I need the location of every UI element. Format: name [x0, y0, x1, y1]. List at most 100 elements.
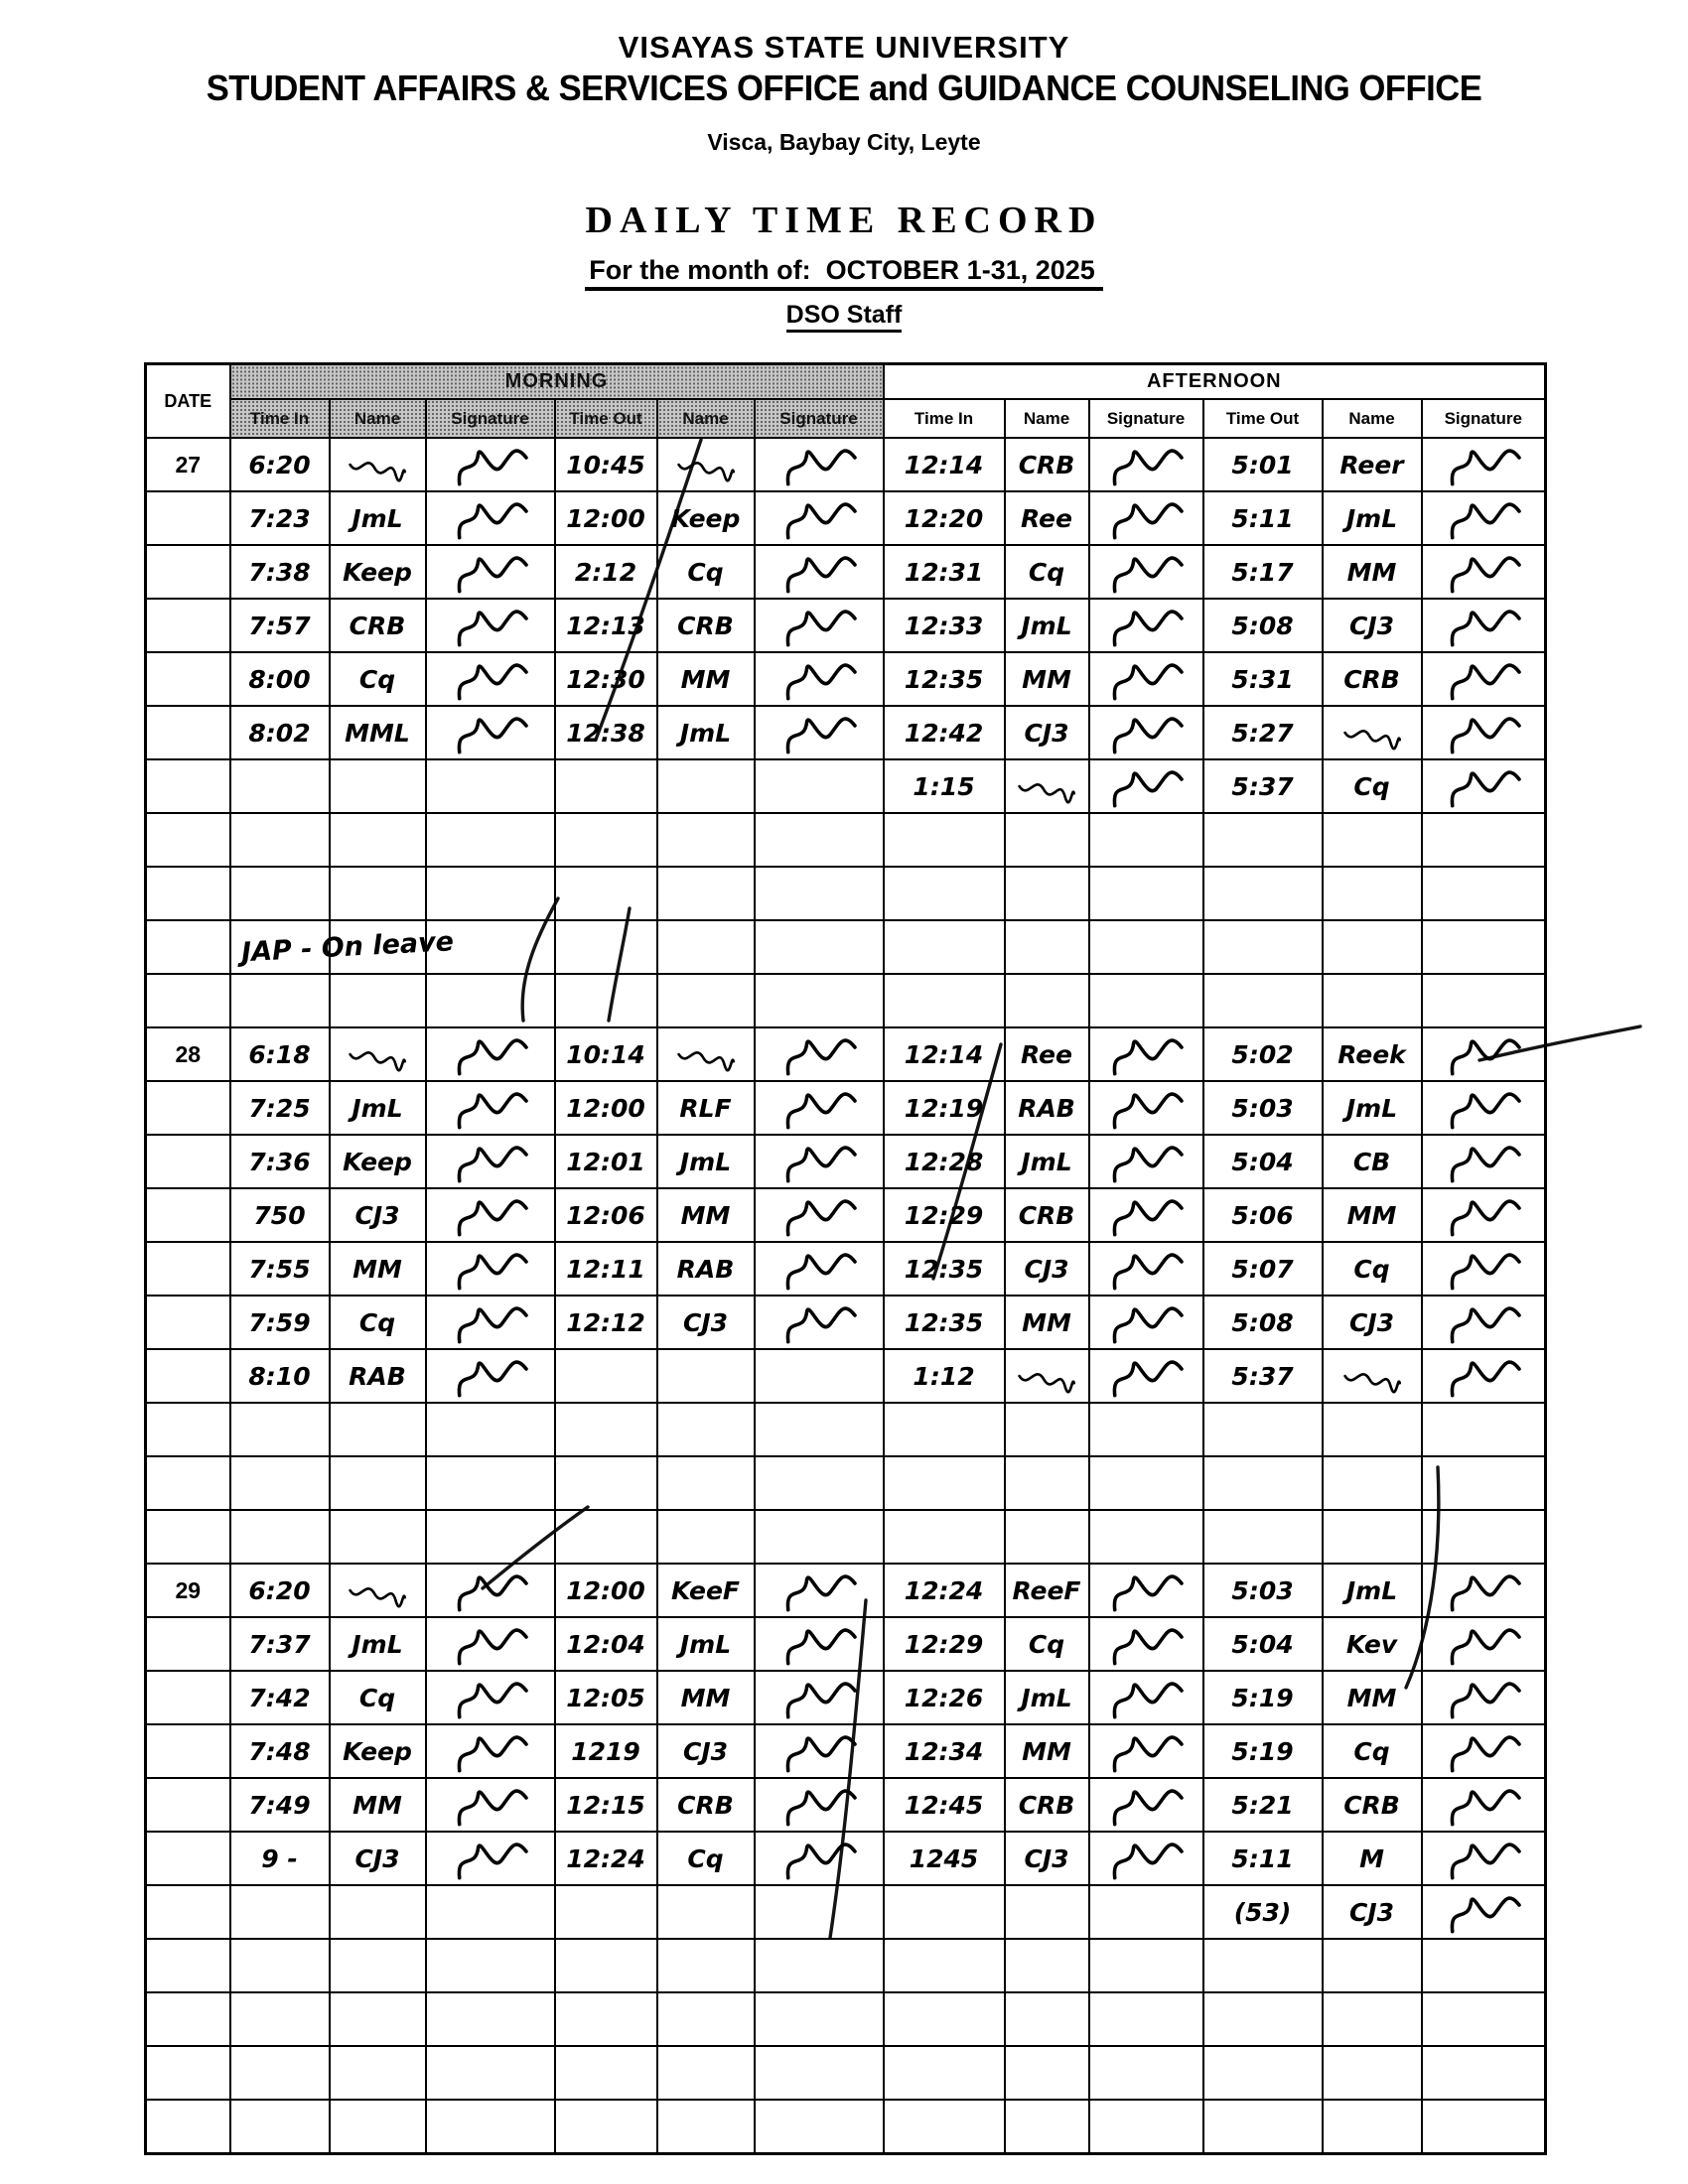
signature-scribble	[785, 556, 857, 594]
afternoon-signature-cell	[1420, 1295, 1547, 1350]
afternoon-name-cell	[1003, 866, 1090, 921]
staff-group-label: DSO Staff	[0, 301, 1688, 333]
date-column-header: DATE	[144, 362, 231, 439]
afternoon-signature-cell	[1087, 1884, 1204, 1940]
date-cell	[144, 1134, 231, 1189]
date-cell	[144, 973, 231, 1028]
afternoon-signature-cell	[1420, 1348, 1547, 1404]
signature-scribble	[457, 449, 528, 486]
morning-time-in-cell: 7:59	[228, 1295, 331, 1350]
signature-scribble	[1450, 502, 1521, 540]
afternoon-signature-cell	[1420, 2045, 1547, 2101]
handwritten-entry: KeeF	[671, 1575, 740, 1605]
morning-signature-cell	[753, 1670, 885, 1725]
morning-time-in-cell: 7:23	[228, 490, 331, 546]
handwritten-entry: Cq	[1353, 1736, 1390, 1766]
afternoon-name-cell: Reer	[1321, 437, 1423, 492]
afternoon-section-header: AFTERNOON	[882, 362, 1547, 400]
handwritten-entry: JmL	[679, 1629, 732, 1659]
afternoon-name-cell	[1003, 2099, 1090, 2155]
afternoon-signature-cell	[1087, 705, 1204, 760]
dtr-row: 1:15 5:37 Cq	[144, 758, 1547, 814]
afternoon-name-cell	[1321, 866, 1423, 921]
handwritten-entry: 7:42	[248, 1683, 311, 1712]
morning-name-cell: Keep	[328, 1134, 427, 1189]
signature-scribble	[785, 1146, 857, 1183]
morning-name-cell	[655, 1991, 756, 2047]
morning-name-cell: JmL	[655, 705, 756, 760]
afternoon-signature-cell	[1420, 1616, 1547, 1672]
afternoon-time-in-cell	[882, 2099, 1006, 2155]
signature-scribble	[1450, 663, 1521, 701]
morning-time-in-cell: 7:38	[228, 544, 331, 600]
handwritten-entry: JmL	[352, 1629, 403, 1659]
date-cell	[144, 1616, 231, 1672]
afternoon-signature-cell	[1087, 1187, 1204, 1243]
afternoon-signature-cell	[1420, 1938, 1547, 1993]
afternoon-name-cell	[1321, 812, 1423, 868]
afternoon-signature-cell	[1087, 1831, 1204, 1886]
afternoon-signature-cell	[1087, 1134, 1204, 1189]
morning-signature-cell	[424, 651, 556, 707]
afternoon-time-in-cell: 12:35	[882, 1241, 1006, 1297]
afternoon-name-cell	[1321, 919, 1423, 975]
afternoon-name-cell: MM	[1321, 1670, 1423, 1725]
date-cell	[144, 919, 231, 975]
morning-time-out-cell: 12:05	[553, 1670, 658, 1725]
handwritten-entry: 1:12	[913, 1361, 975, 1391]
afternoon-signature-cell	[1420, 1402, 1547, 1457]
morning-signature-cell	[753, 1884, 885, 1940]
handwritten-entry: 7:36	[248, 1147, 311, 1176]
morning-time-out-cell	[553, 866, 658, 921]
dtr-row: 7:38 Keep 2:12 Cq 12:31 Cq 5:17 MM	[144, 544, 1547, 600]
afternoon-time-in-cell: 12:24	[882, 1563, 1006, 1618]
handwritten-entry: 12:00	[566, 1575, 645, 1605]
morning-name-cell: Cq	[328, 651, 427, 707]
signature-scribble	[785, 1306, 857, 1344]
afternoon-time-in-cell: 12:34	[882, 1723, 1006, 1779]
afternoon-time-out-cell	[1201, 1402, 1324, 1457]
dtr-row: 7:23 JmL 12:00 Keep 12:20 Ree 5:11 JmL	[144, 490, 1547, 546]
morning-signature-cell	[424, 1563, 556, 1618]
handwritten-entry: CRB	[1343, 664, 1400, 694]
morning-signature-cell	[753, 758, 885, 814]
signature-scribble	[785, 502, 857, 540]
morning-name-cell	[655, 1402, 756, 1457]
morning-name-cell	[655, 866, 756, 921]
date-cell	[144, 490, 231, 546]
morning-signature-cell	[753, 2099, 885, 2155]
section-header-row: DATE MORNING AFTERNOON	[144, 362, 1547, 439]
handwritten-entry: 8:10	[248, 1361, 311, 1391]
signature-scribble	[1112, 1253, 1184, 1291]
handwritten-entry: CJ3	[682, 1307, 729, 1337]
handwritten-entry: MML	[345, 718, 410, 748]
morning-signature-cell	[753, 1831, 885, 1886]
afternoon-name-cell: JmL	[1003, 598, 1090, 653]
handwritten-entry: CRB	[677, 611, 734, 640]
signature-scribble	[457, 1038, 528, 1076]
morning-signature-cell	[424, 1831, 556, 1886]
afternoon-signature-cell	[1420, 1991, 1547, 2047]
afternoon-name-cell: CJ3	[1321, 1884, 1423, 1940]
afternoon-signature-cell	[1420, 919, 1547, 975]
morning-name-cell	[328, 2045, 427, 2101]
signature-scribble	[785, 1574, 857, 1612]
signature-scribble	[1112, 717, 1184, 754]
afternoon-time-out-cell	[1201, 973, 1324, 1028]
afternoon-signature-cell	[1420, 651, 1547, 707]
signature-scribble	[1450, 1682, 1521, 1719]
afternoon-time-out-cell: 5:19	[1201, 1723, 1324, 1779]
date-cell	[144, 1348, 231, 1404]
handwritten-entry: 5:11	[1231, 503, 1294, 533]
afternoon-signature-cell	[1420, 2099, 1547, 2155]
morning-name-cell	[328, 1938, 427, 1993]
handwritten-entry: 12:14	[904, 450, 984, 479]
afternoon-time-out-cell: 5:01	[1201, 437, 1324, 492]
signature-scribble	[1450, 770, 1521, 808]
morning-section-header: MORNING	[228, 362, 885, 400]
afternoon-time-in-cell: 12:14	[882, 1026, 1006, 1082]
morning-signature-cell	[424, 1080, 556, 1136]
morning-name-cell	[328, 919, 427, 975]
dtr-row: 7:55 MM 12:11 RAB 12:35 CJ3 5:07 Cq	[144, 1241, 1547, 1297]
